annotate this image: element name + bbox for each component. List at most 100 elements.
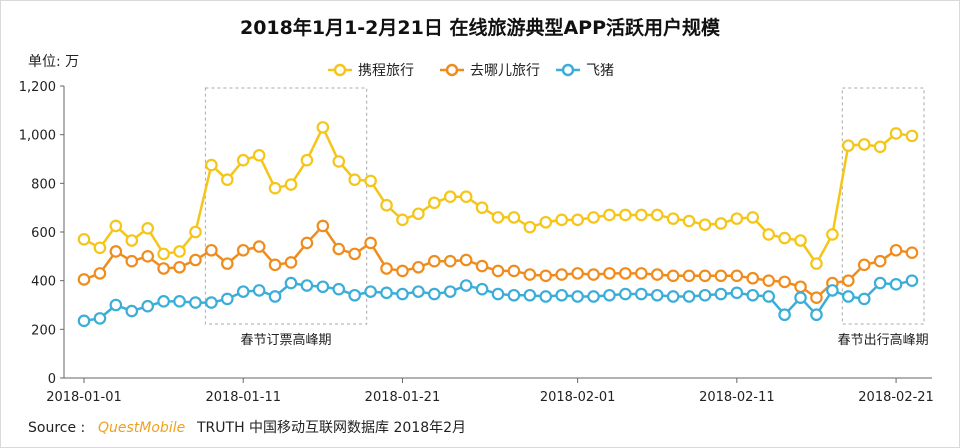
data-point bbox=[236, 243, 250, 257]
data-point bbox=[778, 275, 791, 289]
data-point bbox=[571, 290, 584, 303]
data-point bbox=[603, 288, 616, 302]
annotation-label: 春节订票高峰期 bbox=[241, 332, 332, 348]
x-tick-label: 2018-01-01 bbox=[46, 390, 122, 405]
data-point bbox=[555, 213, 568, 227]
data-point bbox=[794, 234, 807, 247]
data-point bbox=[364, 285, 377, 298]
data-point bbox=[93, 312, 107, 325]
data-point bbox=[857, 258, 871, 272]
data-point bbox=[109, 219, 123, 233]
data-point bbox=[507, 264, 521, 278]
data-point bbox=[603, 267, 616, 280]
data-point bbox=[810, 291, 823, 304]
data-point bbox=[682, 290, 696, 303]
data-point bbox=[523, 288, 537, 302]
data-point bbox=[714, 269, 728, 283]
x-tick-label: 2018-02-11 bbox=[699, 390, 775, 405]
data-point bbox=[316, 280, 330, 294]
data-point bbox=[698, 218, 712, 231]
data-point bbox=[762, 274, 775, 287]
annotations: 春节订票高峰期 春节出行高峰期 bbox=[204, 87, 929, 348]
data-point bbox=[380, 286, 393, 300]
data-point bbox=[380, 262, 393, 275]
series-layer bbox=[77, 121, 919, 328]
legend-marker bbox=[561, 63, 575, 77]
data-point bbox=[826, 284, 839, 297]
annotation-box bbox=[204, 87, 368, 325]
data-point bbox=[396, 213, 409, 227]
data-point bbox=[396, 264, 409, 278]
data-point bbox=[459, 279, 473, 292]
series-3 bbox=[77, 274, 919, 328]
data-point bbox=[635, 208, 648, 222]
data-point bbox=[619, 208, 632, 222]
data-point bbox=[428, 254, 441, 268]
chart-title: 2018年1月1-2月21日 在线旅游典型APP活跃用户规模 bbox=[240, 16, 721, 39]
data-point bbox=[491, 211, 505, 224]
data-point bbox=[571, 213, 584, 227]
data-point bbox=[236, 153, 250, 167]
series-1 bbox=[77, 121, 919, 270]
data-point bbox=[889, 127, 903, 140]
data-point bbox=[507, 288, 521, 302]
data-point bbox=[635, 267, 648, 280]
data-point bbox=[205, 158, 218, 172]
data-point bbox=[555, 288, 568, 302]
data-point bbox=[842, 290, 855, 303]
data-point bbox=[873, 276, 887, 290]
y-tick-label: 1,000 bbox=[19, 129, 56, 144]
data-point bbox=[746, 271, 760, 285]
data-point bbox=[650, 268, 664, 281]
data-point bbox=[698, 288, 712, 302]
legend-label: 携程旅行 bbox=[358, 63, 414, 79]
source-line: Source : QuestMobile TRUTH 中国移动互联网数据库 20… bbox=[28, 420, 466, 436]
data-point bbox=[826, 228, 839, 241]
data-point bbox=[316, 121, 330, 134]
data-point bbox=[682, 214, 696, 228]
data-point bbox=[284, 256, 298, 269]
data-point bbox=[109, 298, 123, 312]
data-point bbox=[730, 286, 744, 300]
data-point bbox=[173, 260, 186, 274]
data-point bbox=[475, 282, 489, 296]
data-point bbox=[77, 273, 91, 286]
data-point bbox=[587, 268, 600, 281]
data-point bbox=[428, 196, 441, 210]
data-point bbox=[364, 174, 377, 188]
data-point bbox=[332, 155, 346, 168]
data-point bbox=[842, 274, 855, 287]
axes: 0 200 400 600 800 1,000 1,200 2018-01-01 2018-01… bbox=[19, 80, 934, 405]
data-point bbox=[666, 290, 680, 303]
data-point bbox=[252, 284, 266, 297]
data-point bbox=[300, 153, 314, 167]
data-point bbox=[93, 267, 107, 280]
data-point bbox=[873, 140, 887, 154]
data-point bbox=[905, 274, 919, 287]
legend-marker bbox=[333, 63, 347, 77]
legend-item: 飞猪 bbox=[556, 63, 614, 79]
data-point bbox=[412, 260, 425, 274]
data-point bbox=[205, 296, 218, 309]
data-point bbox=[428, 287, 441, 301]
data-point bbox=[714, 287, 728, 301]
data-point bbox=[475, 259, 489, 273]
source-prefix: Source : bbox=[28, 420, 85, 436]
data-point bbox=[714, 217, 728, 230]
x-tick-label: 2018-01-11 bbox=[205, 390, 281, 405]
data-point bbox=[698, 269, 712, 283]
data-point bbox=[857, 138, 871, 151]
data-point bbox=[587, 290, 600, 303]
data-point bbox=[221, 292, 234, 306]
data-point bbox=[157, 247, 170, 261]
data-point bbox=[555, 268, 568, 281]
data-point bbox=[284, 276, 298, 290]
data-point bbox=[236, 285, 250, 298]
legend-label: 去哪儿旅行 bbox=[470, 63, 540, 79]
data-point bbox=[635, 287, 648, 301]
data-point bbox=[491, 264, 505, 278]
data-point bbox=[380, 198, 393, 212]
data-point bbox=[364, 236, 377, 250]
data-point bbox=[443, 254, 457, 268]
